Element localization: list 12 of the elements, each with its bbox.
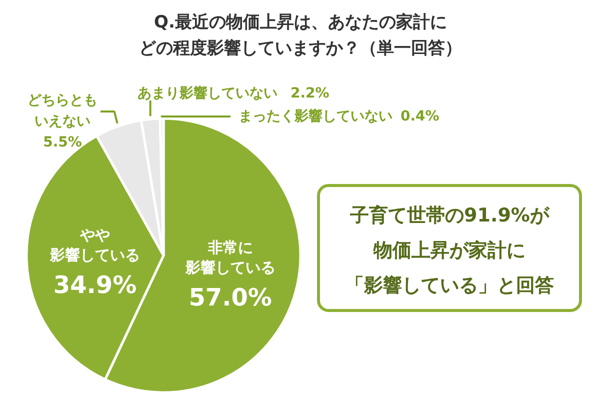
data-label: 2.2%	[290, 86, 330, 102]
slice-label: あまり影響していない	[138, 84, 278, 102]
data-label: 0.4%	[400, 108, 440, 124]
slice-label: 非常に影響している	[184, 238, 276, 276]
data-label: 34.9%	[53, 270, 137, 299]
data-label: 57.0%	[188, 283, 272, 312]
text: 子育て世帯の91.9%が物価上昇が家計に「影響している」と回答	[345, 204, 554, 296]
slice-label: まったく影響していない	[238, 108, 392, 124]
slice-label: やや影響している	[49, 226, 140, 264]
slice-label: どちらともいえない	[28, 92, 98, 130]
chart-title: Q.最近の物価上昇は、あなたの家計にどの程度影響していますか？（単一回答）	[139, 12, 462, 58]
data-label: 5.5%	[43, 134, 82, 150]
